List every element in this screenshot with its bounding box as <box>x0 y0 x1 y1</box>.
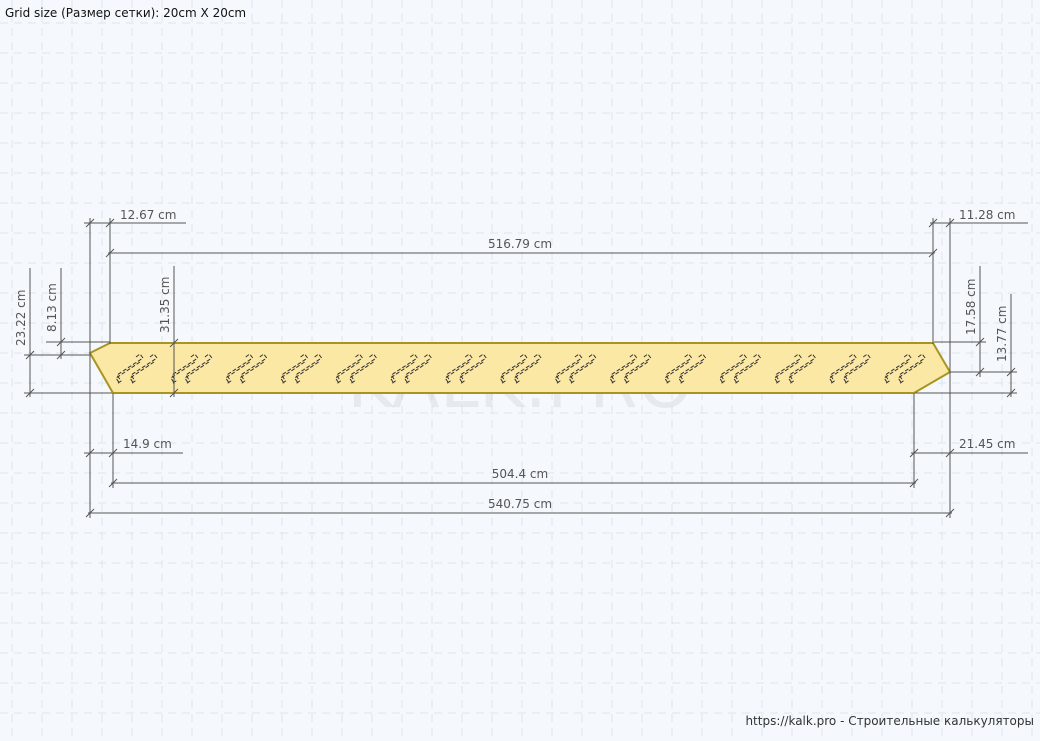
dim-top-length: 516.79 cm <box>488 237 552 251</box>
dim-left-bevel-height: 8.13 cm <box>45 283 59 332</box>
staple-mark <box>773 353 817 385</box>
staple-mark <box>718 353 762 385</box>
dim-inner-height: 31.35 cm <box>158 277 172 333</box>
staple-mark <box>225 353 268 385</box>
dim-right-bevel-bottom: 13.77 cm <box>995 306 1009 362</box>
staple-mark <box>279 353 323 385</box>
board-shape <box>88 342 952 394</box>
staple-mark <box>499 353 542 385</box>
dim-total-length: 540.75 cm <box>488 497 552 511</box>
dim-top-right-offset: 11.28 cm <box>959 208 1015 222</box>
dim-left-total-height: 23.22 cm <box>14 290 28 346</box>
staple-mark <box>609 353 652 385</box>
staple-mark <box>828 353 871 385</box>
staple-mark <box>389 353 433 385</box>
staple-mark <box>554 353 597 385</box>
dim-top-left-offset: 12.67 cm <box>120 208 176 222</box>
dim-bottom-length: 504.4 cm <box>492 467 548 481</box>
staple-mark <box>663 353 707 385</box>
grid-size-label: Grid size (Размер сетки): 20cm X 20cm <box>5 6 247 20</box>
staple-mark <box>115 353 158 385</box>
footer-credit: https://kalk.pro - Строительные калькуля… <box>745 714 1034 728</box>
staple-mark <box>444 353 487 385</box>
staple-mark <box>883 353 926 385</box>
staple-marks <box>115 353 926 385</box>
dimension-lines <box>24 218 1028 518</box>
dimension-labels: 12.67 cm 516.79 cm 11.28 cm 23.22 cm 8.1… <box>14 208 1015 511</box>
staple-mark <box>334 353 378 385</box>
dim-right-bevel-top: 17.58 cm <box>964 279 978 335</box>
dim-bottom-left-offset: 14.9 cm <box>123 437 172 451</box>
dim-bottom-right-offset: 21.45 cm <box>959 437 1015 451</box>
